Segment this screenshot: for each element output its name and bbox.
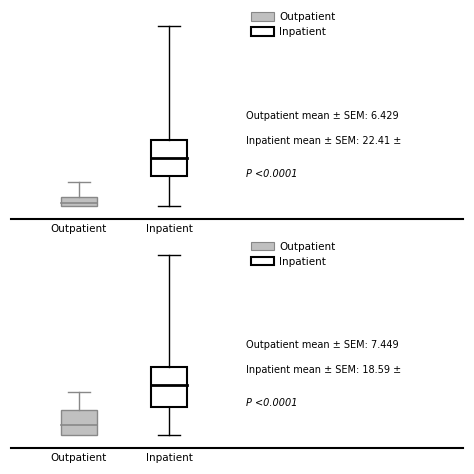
Text: P <0.0001: P <0.0001 bbox=[246, 169, 298, 179]
Bar bbox=[151, 140, 187, 176]
Bar bbox=[151, 367, 187, 407]
Bar bbox=[61, 410, 97, 436]
Legend: Outpatient, Inpatient: Outpatient, Inpatient bbox=[251, 242, 336, 267]
Text: P <0.0001: P <0.0001 bbox=[246, 398, 298, 408]
Legend: Outpatient, Inpatient: Outpatient, Inpatient bbox=[251, 12, 336, 37]
Text: Outpatient mean ± SEM: 7.449: Outpatient mean ± SEM: 7.449 bbox=[246, 340, 399, 350]
Text: Outpatient mean ± SEM: 6.429: Outpatient mean ± SEM: 6.429 bbox=[246, 111, 399, 121]
Text: Inpatient mean ± SEM: 22.41 ±: Inpatient mean ± SEM: 22.41 ± bbox=[246, 136, 401, 146]
Bar bbox=[61, 197, 97, 206]
Text: Inpatient mean ± SEM: 18.59 ±: Inpatient mean ± SEM: 18.59 ± bbox=[246, 365, 401, 375]
